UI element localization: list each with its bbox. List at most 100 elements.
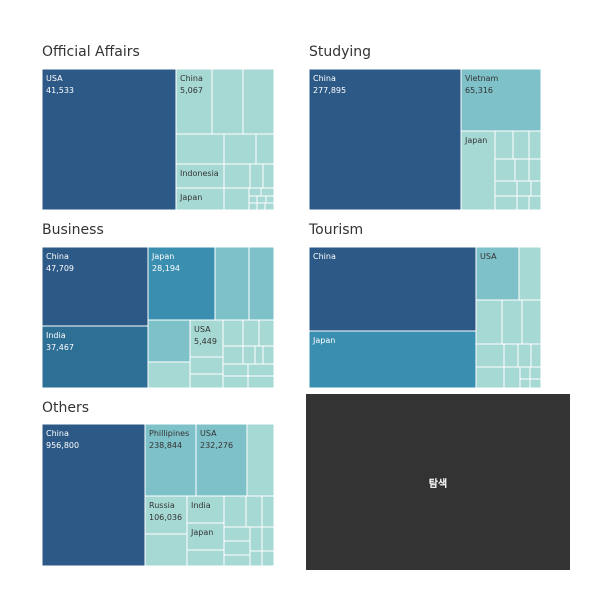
treemap-cell[interactable] [242,319,260,347]
cell-value: 47,709 [46,264,74,273]
cell-label: USA [480,252,497,261]
treemap-cell[interactable] [512,130,530,160]
treemap-cell[interactable] [530,180,541,197]
treemap-cell[interactable] [262,345,274,365]
treemap-cell[interactable] [261,550,274,566]
treemap-cell[interactable] [249,163,264,189]
treemap-cell[interactable] [249,550,263,566]
panel-title: Official Affairs [42,44,140,60]
treemap-cell[interactable] [530,343,541,368]
treemap-cell[interactable] [223,133,257,165]
cell-label: China [313,252,336,261]
treemap-cell-china[interactable] [175,69,213,135]
treemap-cell[interactable] [175,133,225,165]
treemap-cell[interactable] [516,195,530,210]
treemap-cell[interactable] [248,202,258,210]
treemap-cell[interactable] [494,195,518,210]
treemap-cell[interactable] [494,158,516,182]
treemap-cell[interactable] [223,540,251,556]
treemap-cell[interactable] [189,373,224,388]
treemap-cell[interactable] [211,69,244,135]
treemap-cell[interactable] [186,549,225,566]
treemap-cell[interactable] [494,180,518,197]
cell-label: China [46,252,69,261]
treemap-cell-japan[interactable] [460,130,496,210]
treemap-cell[interactable] [528,195,541,210]
explore-button[interactable]: 탐색 [306,394,570,570]
treemap-cell[interactable] [247,375,274,388]
treemap-cell[interactable] [519,366,531,380]
treemap-cell[interactable] [223,187,250,210]
treemap-cell[interactable] [254,345,264,365]
treemap-cell[interactable] [514,158,530,182]
treemap-cell[interactable] [264,202,274,210]
cell-label: Japan [464,136,487,145]
treemap-cell[interactable] [529,378,541,388]
treemap-cell[interactable] [189,356,224,375]
treemap-cell[interactable] [222,375,249,388]
treemap-cell[interactable] [256,202,266,210]
treemap-cell[interactable] [475,299,503,345]
treemap-cell[interactable] [260,187,274,197]
treemap-cell[interactable] [255,133,274,165]
treemap-cell[interactable] [494,130,514,160]
treemap-cell[interactable] [529,366,541,380]
treemap-cell-india[interactable] [42,325,149,388]
treemap-cell-usa[interactable] [195,424,248,497]
treemap-cell[interactable] [258,319,274,347]
cell-label: Japan [190,528,213,537]
treemap-cell[interactable] [248,195,258,204]
cell-value: 277,895 [313,86,346,95]
treemap-cell[interactable] [222,363,249,377]
treemap-cell-japan[interactable] [147,247,216,321]
treemap-cell-usa[interactable] [42,69,177,210]
treemap-cell[interactable] [223,526,251,542]
treemap-cell[interactable] [256,195,267,204]
cell-value: 41,533 [46,86,74,95]
treemap-cell[interactable] [245,495,263,528]
treemap-cell-japan[interactable] [309,330,477,388]
treemap-cell[interactable] [247,363,274,377]
treemap-cell[interactable] [248,247,274,321]
treemap-cell[interactable] [242,69,274,135]
treemap-cell[interactable] [521,299,541,345]
treemap-cell-india[interactable] [186,495,225,524]
treemap-cell[interactable] [261,526,274,552]
treemap-cell[interactable] [222,319,244,347]
treemap-cell-china[interactable] [42,247,149,327]
treemap-cell-china[interactable] [309,69,462,210]
treemap-cell[interactable] [503,366,521,388]
treemap-cell[interactable] [519,378,531,388]
panel-title: Studying [309,44,372,60]
treemap-cell[interactable] [475,366,505,388]
treemap-cell[interactable] [516,180,532,197]
treemap-cell[interactable] [246,424,274,497]
treemap-cell[interactable] [517,343,532,368]
treemap-cell[interactable] [242,345,256,365]
treemap-cell[interactable] [518,247,541,301]
treemap-cell-japan[interactable] [186,522,225,551]
treemap-cell[interactable] [262,163,274,189]
treemap-cell[interactable] [528,130,541,160]
treemap-cell-phillipines[interactable] [144,424,197,497]
cell-value: 5,067 [180,86,203,95]
treemap-cell[interactable] [223,495,247,528]
treemap-cell[interactable] [249,526,263,552]
treemap-cell-china[interactable] [309,247,477,332]
treemap-cell[interactable] [475,343,505,368]
treemap-cell[interactable] [223,163,251,189]
cell-label: Phillipines [149,429,189,438]
treemap-cell[interactable] [147,319,191,363]
treemap-cell[interactable] [503,343,519,368]
treemap-cell[interactable] [528,158,541,182]
treemap-cell[interactable] [265,195,274,204]
treemap-cell[interactable] [261,495,274,528]
treemap-cell[interactable] [501,299,523,345]
treemap-cell[interactable] [214,247,250,321]
cell-value: 65,316 [465,86,493,95]
treemap-cell[interactable] [144,533,188,566]
treemap-cell[interactable] [147,361,191,388]
treemap-cell[interactable] [223,554,251,566]
treemap-cell[interactable] [222,345,244,365]
treemap-cell[interactable] [248,187,262,197]
